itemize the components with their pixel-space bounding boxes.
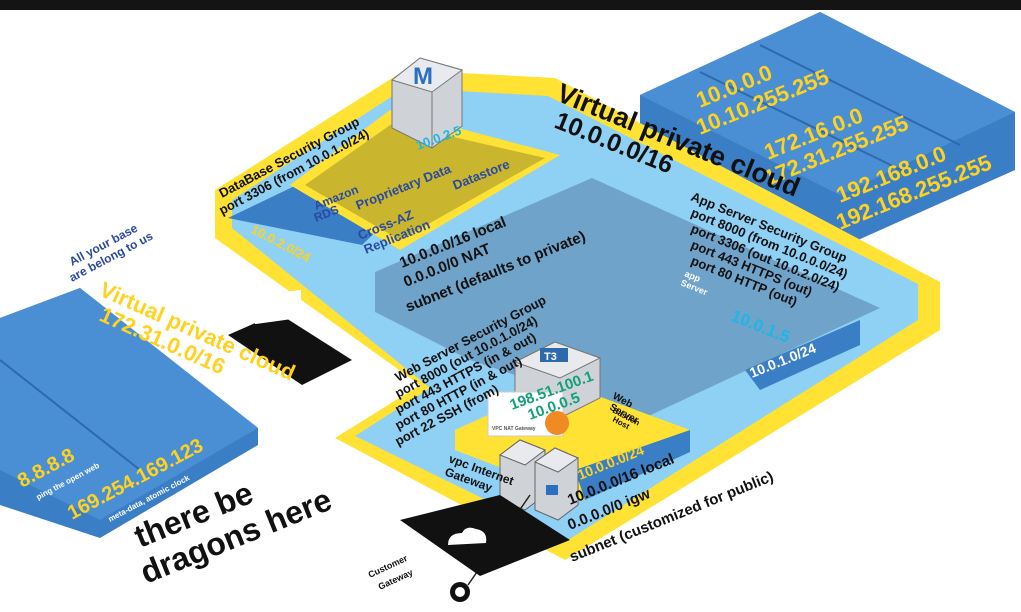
web-instance-type: T3 bbox=[544, 351, 557, 363]
window-top-bar bbox=[0, 0, 1021, 10]
right-edge bbox=[1015, 10, 1021, 612]
peer-vpc-block bbox=[0, 288, 258, 538]
customer-gateway-block bbox=[400, 495, 570, 602]
nat-gateway-label: VPC NAT Gateway bbox=[492, 426, 536, 432]
app-subnet-bar bbox=[745, 320, 860, 390]
cloud-icon bbox=[448, 527, 487, 545]
nat-gateway-icon bbox=[545, 411, 569, 435]
lock-icon bbox=[546, 485, 558, 495]
web-server-icon: T3 VPC NAT Gateway bbox=[487, 341, 602, 437]
internet-gateway-icon bbox=[498, 439, 580, 521]
keyboard-icon bbox=[255, 289, 301, 325]
private-subnet-area bbox=[375, 178, 880, 420]
db-subnet bbox=[228, 110, 560, 250]
master-db-icon: M bbox=[390, 57, 464, 149]
keyboard-icon-block bbox=[228, 289, 352, 385]
master-letter: M bbox=[413, 63, 433, 90]
